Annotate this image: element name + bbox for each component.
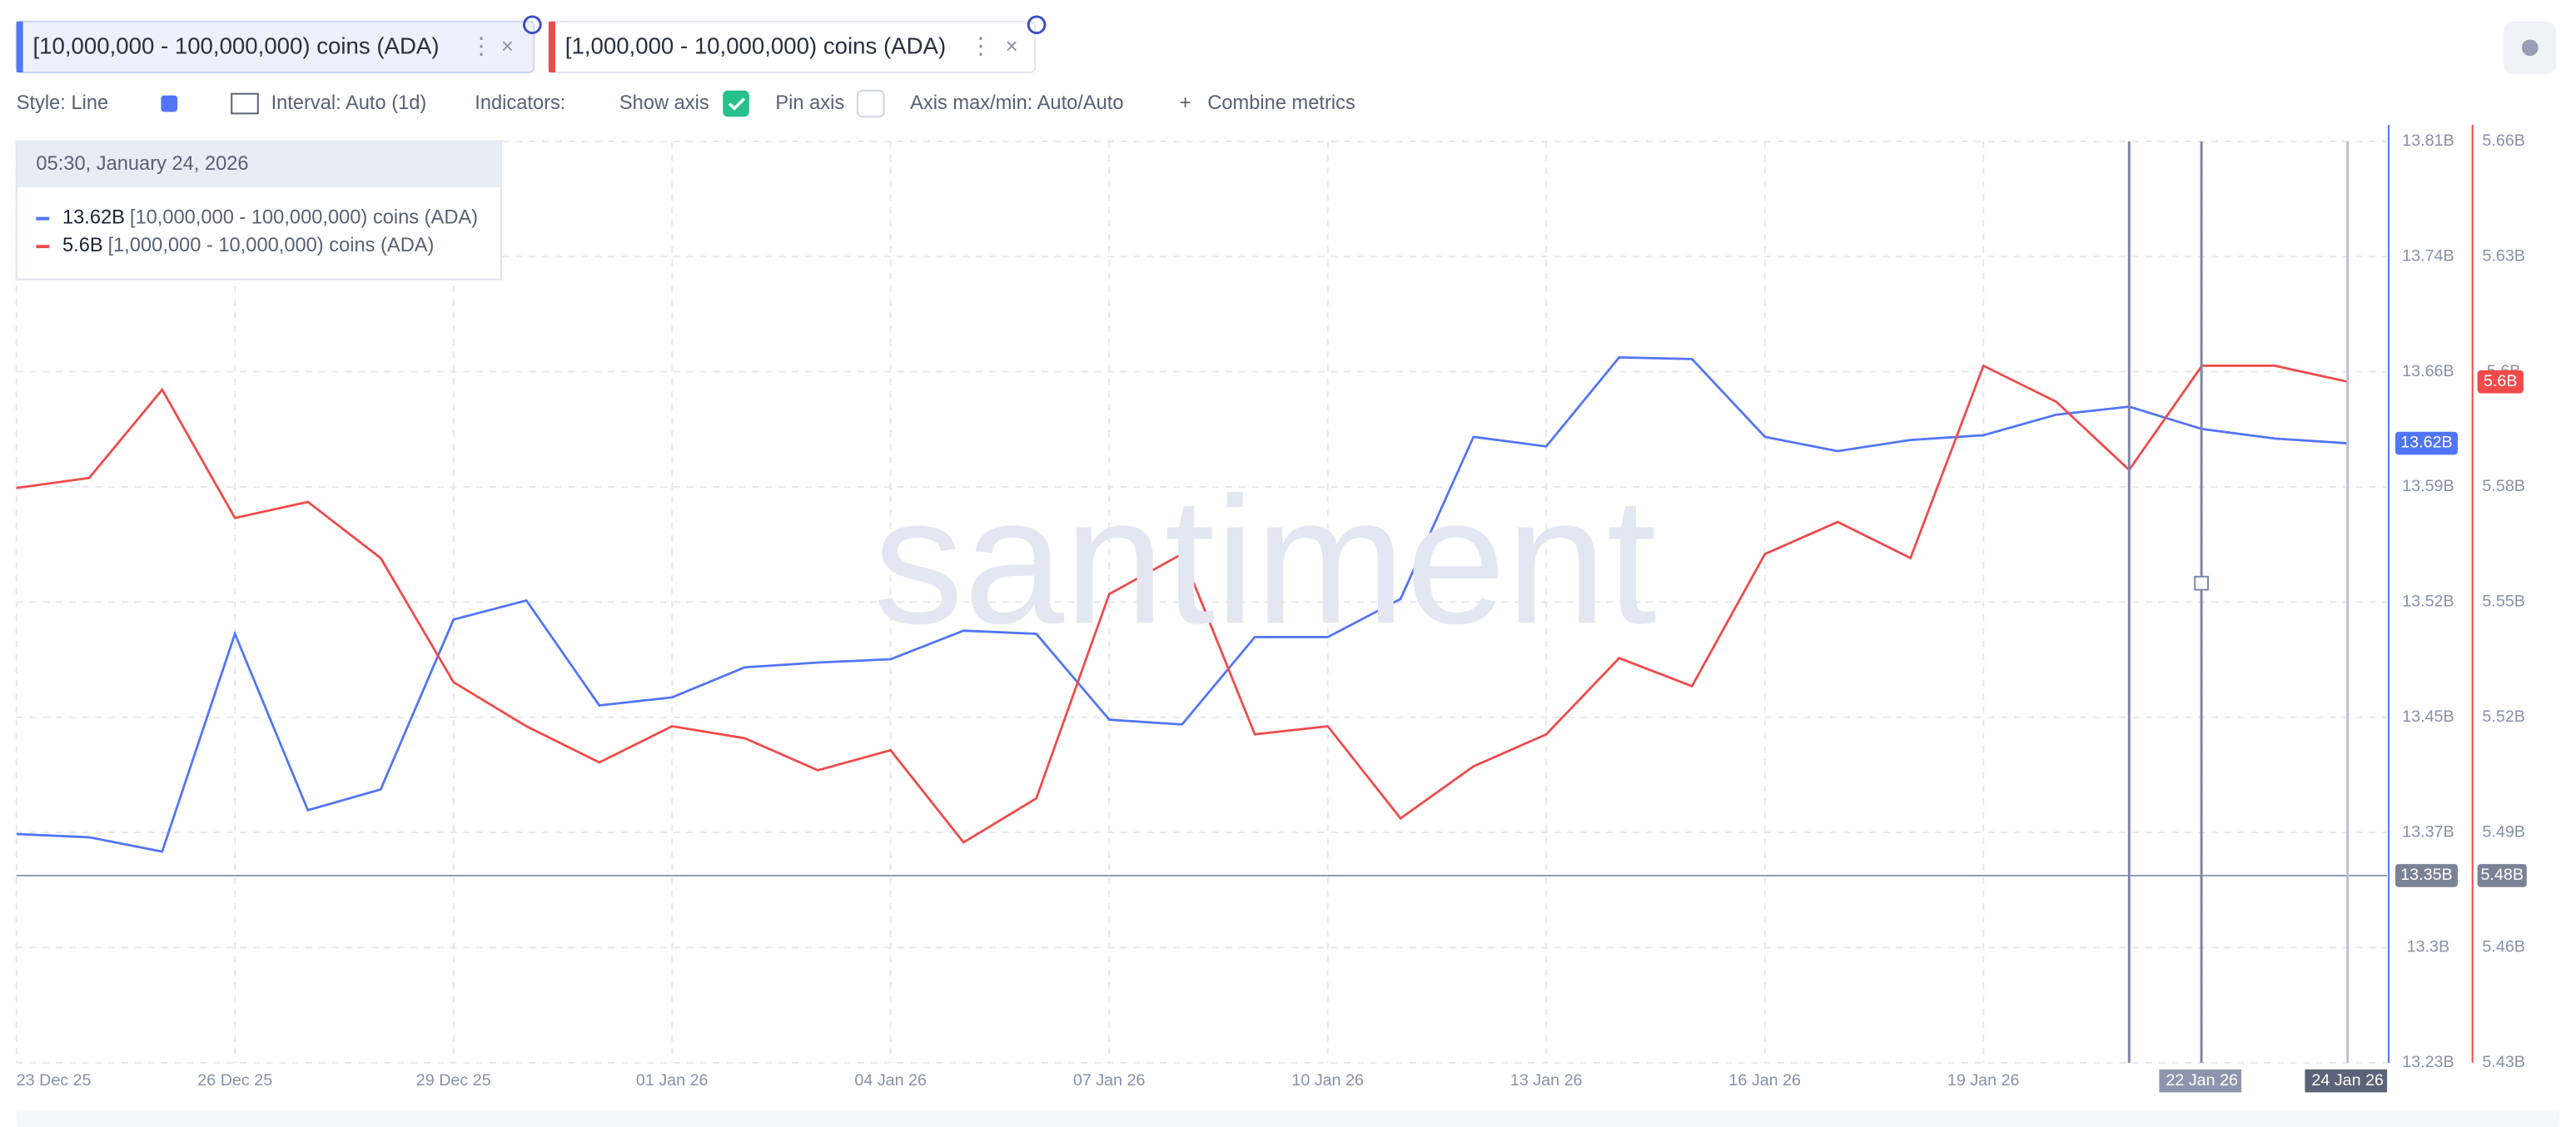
tab-label: [10,000,000 - 100,000,000) coins (ADA)	[32, 33, 439, 59]
x-tick-label: 10 Jan 26	[1291, 1071, 1364, 1090]
tooltip-row: 5.6B [1,000,000 - 10,000,000) coins (ADA)	[62, 235, 434, 256]
tooltip-header	[16, 141, 501, 188]
tooltip-time: 05:30, January 24, 2026	[36, 153, 248, 175]
legend-label: [1,000,000 - 10,000,000) coins (ADA)	[108, 235, 435, 256]
interval-selector[interactable]: Interval: Auto (1d)	[271, 92, 427, 114]
check	[728, 97, 746, 111]
tab-label: [1,000,000 - 10,000,000) coins (ADA)	[565, 33, 946, 59]
series-line	[16, 355, 2348, 853]
x-tick-label: 16 Jan 26	[1728, 1071, 1801, 1090]
indicators-selector[interactable]: Indicators:	[475, 92, 565, 114]
y-tick-label: 5.63B	[2482, 246, 2525, 265]
axis-badge	[2394, 431, 2458, 455]
y-tick-label: 13.66B	[2402, 362, 2454, 380]
y-tick-label: 13.37B	[2402, 822, 2454, 841]
y-tick-label: 5.52B	[2482, 707, 2525, 726]
navigator[interactable]	[16, 1110, 2560, 1127]
marker-handle	[2194, 575, 2209, 591]
y-tick-label: 13.52B	[2402, 593, 2454, 611]
x-tick-label: 19 Jan 26	[1947, 1071, 2020, 1090]
y-tick-label: 13.81B	[2402, 132, 2454, 150]
axis-maxmin[interactable]: Axis max/min: Auto/Auto	[910, 92, 1123, 114]
y-tick-label: 13.23B	[2402, 1053, 2454, 1071]
chart: 23 Dec 25 26 Dec 25 29 Dec 25 01 Jan 26 04 J…	[15, 125, 2525, 1093]
combine-metrics[interactable]: Combine metrics	[1207, 92, 1355, 114]
y-tick-label: 5.66B	[2482, 132, 2525, 150]
tab[interactable]: [10,000,000 - 100,000,000) coins (ADA) ⋮…	[15, 15, 542, 73]
axis-badge-label: 5.48B	[2480, 866, 2524, 884]
y-tick-label: 13.3B	[2407, 938, 2450, 956]
x-tick-label: 23 Dec 25	[17, 1071, 92, 1090]
y-tick-label: 13.59B	[2402, 477, 2454, 495]
pin-axis[interactable]: Pin axis	[775, 92, 844, 114]
combine-plus: +	[1180, 92, 1191, 114]
y-tick-label: 5.55B	[2482, 593, 2525, 611]
show-axis-checkbox[interactable]	[723, 90, 749, 117]
y-tick-label: 5.43B	[2482, 1053, 2525, 1071]
ada-icon	[1027, 15, 1047, 35]
series-line	[16, 364, 2349, 844]
tab[interactable]: [1,000,000 - 10,000,000) coins (ADA) ⋮ ×	[548, 15, 1047, 73]
tab-menu[interactable]: ⋮	[969, 33, 992, 59]
show-axis[interactable]: Show axis	[619, 92, 709, 114]
axis-badge-label: 13.62B	[2400, 434, 2452, 452]
watermark: santiment	[873, 459, 1657, 661]
x-label-box	[2305, 1069, 2388, 1093]
tab-color	[16, 21, 23, 73]
x-tick-label: 22 Jan 26	[2166, 1071, 2238, 1090]
x-tick-label: 13 Jan 26	[1510, 1071, 1583, 1090]
legend-label: [10,000,000 - 100,000,000) coins (ADA)	[130, 207, 478, 229]
x-tick-label: 07 Jan 26	[1073, 1071, 1146, 1090]
axis-badge-label: 5.6B	[2484, 372, 2518, 390]
axis-badge	[2394, 864, 2458, 887]
interval-icon	[231, 92, 259, 115]
x-tick-label: 01 Jan 26	[636, 1071, 709, 1090]
x-label-box	[2159, 1069, 2242, 1093]
x-tick-label: 26 Dec 25	[197, 1071, 272, 1090]
tooltip-row: 13.62B [10,000,000 - 100,000,000) coins (…	[62, 207, 478, 229]
x-tick-label: 04 Jan 26	[854, 1071, 927, 1090]
settings-dot	[2521, 39, 2539, 57]
axis-badge	[2477, 370, 2524, 394]
y-tick-label: 5.58B	[2482, 477, 2525, 495]
color-selector[interactable]	[161, 95, 178, 112]
x-tick-label: 29 Dec 25	[416, 1071, 491, 1090]
overlay: 13.62B 5.6B 13.35B 5.48B	[16, 141, 2527, 1063]
tooltip-value: 13.62B	[62, 207, 125, 229]
tab-close[interactable]: ×	[1006, 35, 1018, 58]
tooltip-value: 5.6B	[62, 235, 103, 256]
pin-axis-checkbox[interactable]	[857, 89, 885, 118]
tooltip: 05:30, January 24, 2026 13.62B [10,000,00…	[15, 140, 502, 281]
axis-badge-label: 13.35B	[2400, 866, 2452, 884]
y-tick-label: 5.49B	[2482, 822, 2525, 841]
x-tick-label: 24 Jan 26	[2311, 1071, 2384, 1090]
tab-close[interactable]: ×	[501, 35, 514, 58]
style-selector[interactable]: Style: Line	[17, 92, 108, 114]
y-tick-label: 5.46B	[2482, 938, 2525, 956]
tab-menu[interactable]: ⋮	[470, 33, 493, 59]
axis-badge	[2477, 864, 2527, 887]
ada-icon	[522, 15, 542, 35]
tab-color	[549, 21, 555, 73]
y-tick-label: 13.74B	[2402, 246, 2454, 265]
y-tick-label: 13.45B	[2402, 707, 2454, 726]
